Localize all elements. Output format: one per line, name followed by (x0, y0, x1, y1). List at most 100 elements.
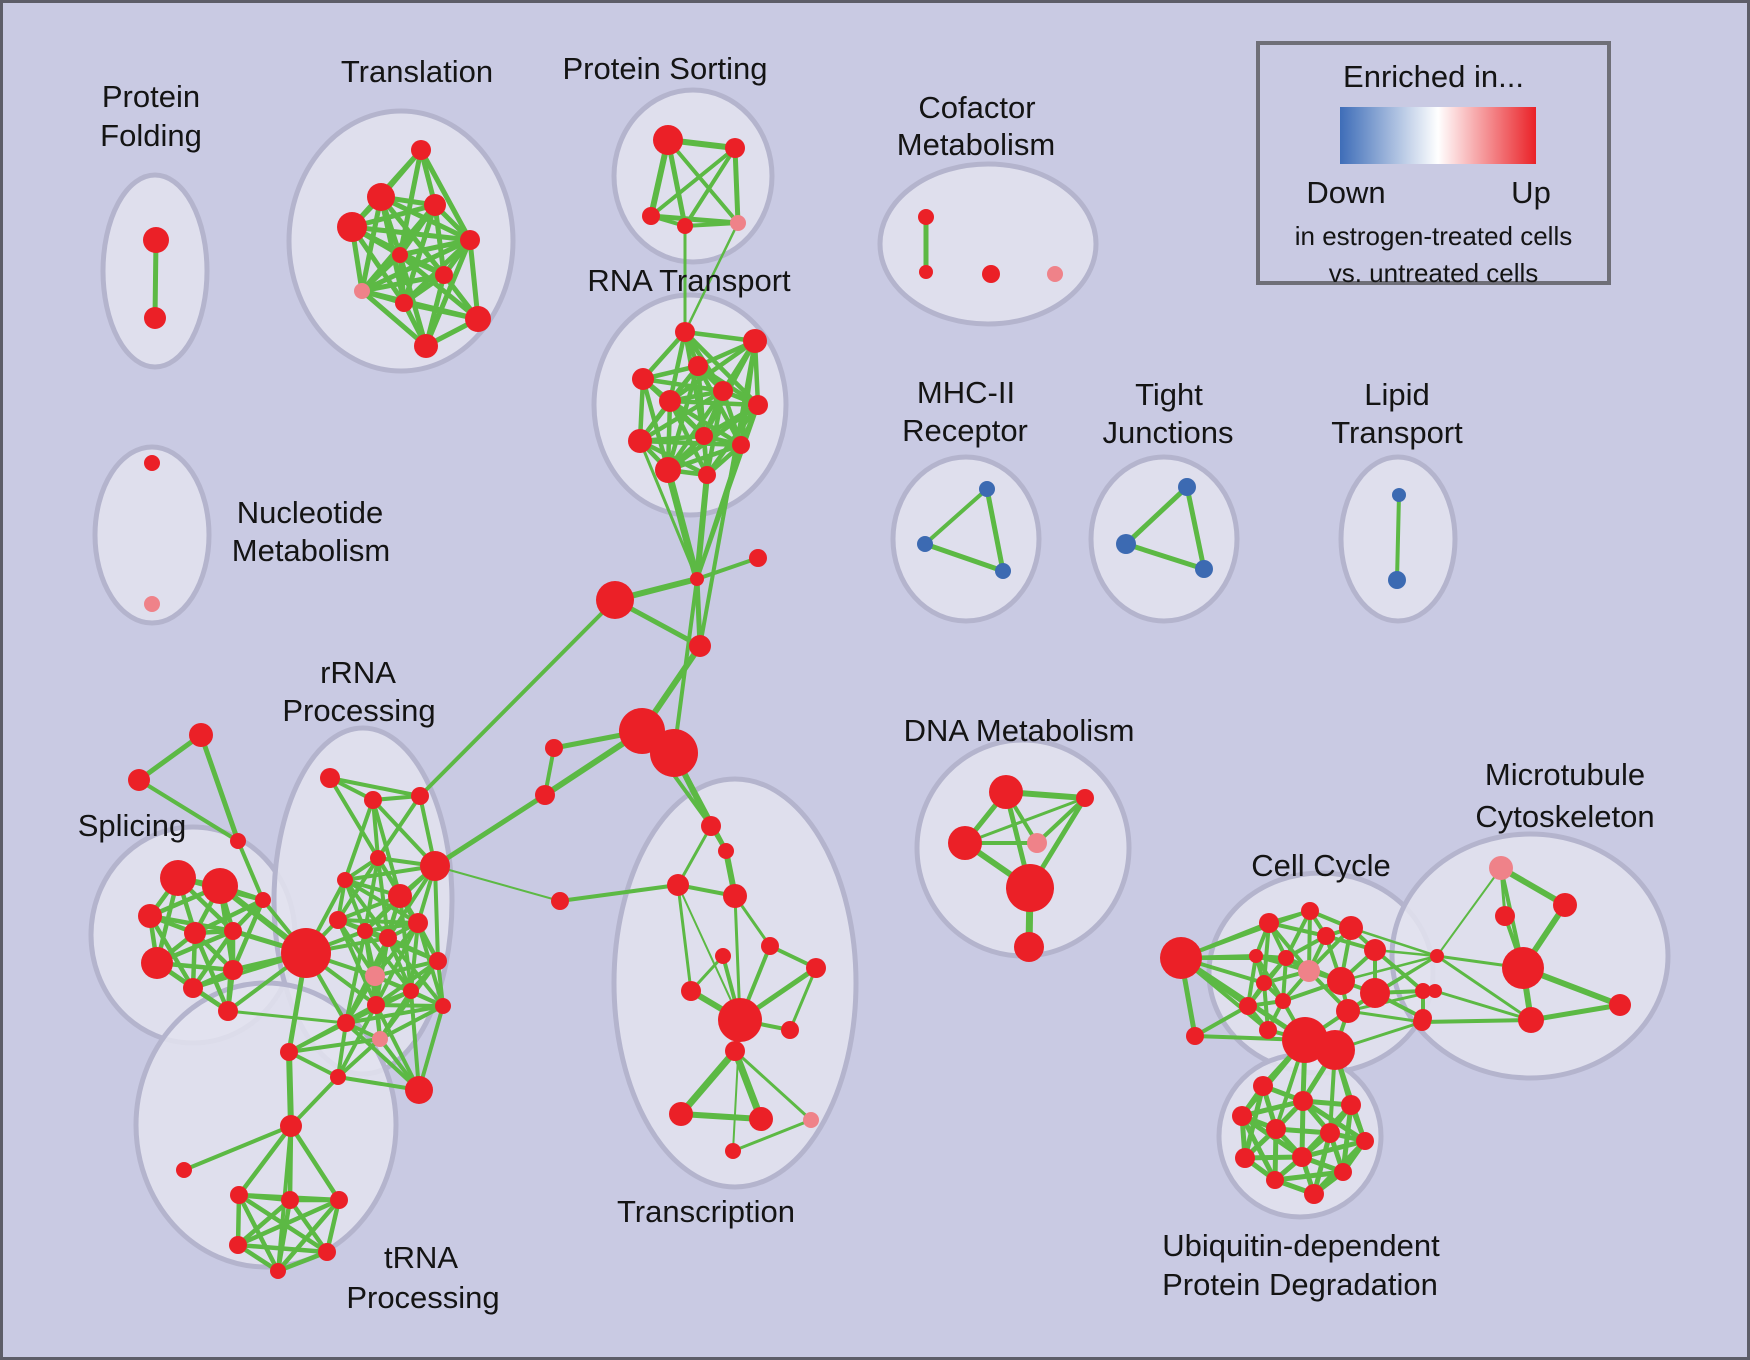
rr-node-15[interactable] (429, 952, 447, 970)
nm-node-0[interactable] (144, 455, 160, 471)
mt-node-1[interactable] (1553, 893, 1577, 917)
rr-node-1[interactable] (320, 768, 340, 788)
tr-node-10[interactable] (414, 334, 438, 358)
tr-node-3[interactable] (337, 212, 367, 242)
ub-node-6[interactable] (1356, 1132, 1374, 1150)
mt-node-2[interactable] (1495, 906, 1515, 926)
sp-node-9[interactable] (218, 1001, 238, 1021)
tx-node-4[interactable] (551, 892, 569, 910)
cc-node-16[interactable] (1259, 1021, 1277, 1039)
tx-node-10[interactable] (781, 1021, 799, 1039)
tx-node-11[interactable] (725, 1041, 745, 1061)
cf-node-3[interactable] (1047, 266, 1063, 282)
cn-node-8[interactable] (189, 723, 213, 747)
tn-node-6[interactable] (270, 1263, 286, 1279)
tx-node-1[interactable] (718, 843, 734, 859)
mhc-node-2[interactable] (995, 563, 1011, 579)
tr-node-9[interactable] (465, 306, 491, 332)
rr-node-0[interactable] (281, 928, 331, 978)
cf-node-0[interactable] (918, 209, 934, 225)
lt-node-0[interactable] (1392, 488, 1406, 502)
rr-node-12[interactable] (365, 966, 385, 986)
cc-node-1[interactable] (1186, 1027, 1204, 1045)
tn-node-1[interactable] (230, 1186, 248, 1204)
cn-node-7[interactable] (535, 785, 555, 805)
ps-node-1[interactable] (725, 138, 745, 158)
tr-node-8[interactable] (395, 294, 413, 312)
tr-node-0[interactable] (411, 140, 431, 160)
mt-node-6[interactable] (1413, 1013, 1431, 1031)
tn-node-2[interactable] (281, 1191, 299, 1209)
tr-node-2[interactable] (424, 194, 446, 216)
mt-node-7[interactable] (1518, 1007, 1544, 1033)
mt-node-0[interactable] (1489, 856, 1513, 880)
pf-node-0[interactable] (143, 227, 169, 253)
rt-node-10[interactable] (655, 457, 681, 483)
rr-node-11[interactable] (379, 929, 397, 947)
cc-node-11[interactable] (1327, 967, 1355, 995)
tx-node-13[interactable] (749, 1107, 773, 1131)
tn-node-4[interactable] (229, 1236, 247, 1254)
tx-node-3[interactable] (723, 884, 747, 908)
cn-node-3[interactable] (689, 635, 711, 657)
cc-node-5[interactable] (1317, 927, 1335, 945)
rt-node-11[interactable] (698, 466, 716, 484)
tj-node-2[interactable] (1195, 560, 1213, 578)
rt-node-2[interactable] (688, 356, 708, 376)
rr-node-17[interactable] (337, 1014, 355, 1032)
ub-node-3[interactable] (1232, 1106, 1252, 1126)
rt-node-4[interactable] (713, 381, 733, 401)
tr-node-4[interactable] (460, 230, 480, 250)
cc-node-14[interactable] (1239, 997, 1257, 1015)
cn-node-9[interactable] (128, 769, 150, 791)
sp-node-4[interactable] (224, 922, 242, 940)
ub-node-7[interactable] (1235, 1148, 1255, 1168)
nm-node-1[interactable] (144, 596, 160, 612)
sp-node-2[interactable] (138, 904, 162, 928)
cn-node-2[interactable] (596, 581, 634, 619)
cc-node-4[interactable] (1339, 916, 1363, 940)
rr-node-18[interactable] (280, 1043, 298, 1061)
rr-node-3[interactable] (411, 787, 429, 805)
dna-node-1[interactable] (1076, 789, 1094, 807)
dna-node-3[interactable] (1027, 833, 1047, 853)
tx-node-8[interactable] (681, 981, 701, 1001)
rt-node-3[interactable] (632, 368, 654, 390)
tn-node-3[interactable] (330, 1191, 348, 1209)
sp-node-8[interactable] (255, 892, 271, 908)
rt-node-6[interactable] (748, 395, 768, 415)
cc-node-3[interactable] (1301, 902, 1319, 920)
ub-node-8[interactable] (1292, 1147, 1312, 1167)
tx-node-15[interactable] (725, 1143, 741, 1159)
tr-node-7[interactable] (354, 283, 370, 299)
ps-node-0[interactable] (653, 125, 683, 155)
rr-node-5[interactable] (337, 872, 353, 888)
rr-node-21[interactable] (372, 1031, 388, 1047)
cn-node-11[interactable] (176, 1162, 192, 1178)
rr-node-6[interactable] (420, 851, 450, 881)
tx-node-2[interactable] (667, 874, 689, 896)
cn-node-5[interactable] (650, 729, 698, 777)
lt-node-1[interactable] (1388, 571, 1406, 589)
mt-node-3[interactable] (1502, 947, 1544, 989)
dna-node-4[interactable] (1006, 864, 1054, 912)
mt-node-4[interactable] (1430, 949, 1444, 963)
pf-node-1[interactable] (144, 307, 166, 329)
cc-node-10[interactable] (1256, 975, 1272, 991)
cc-node-12[interactable] (1360, 978, 1390, 1008)
tr-node-6[interactable] (435, 266, 453, 284)
tj-node-1[interactable] (1116, 534, 1136, 554)
rr-node-8[interactable] (408, 913, 428, 933)
rt-node-7[interactable] (695, 427, 713, 445)
tx-node-0[interactable] (701, 816, 721, 836)
rr-node-4[interactable] (370, 850, 386, 866)
sp-node-6[interactable] (183, 978, 203, 998)
tn-node-5[interactable] (318, 1243, 336, 1261)
rr-node-10[interactable] (357, 923, 373, 939)
rt-node-5[interactable] (659, 390, 681, 412)
network-canvas[interactable]: Protein Folding Translation Protein Sorting… (3, 3, 1750, 1360)
tx-node-12[interactable] (669, 1102, 693, 1126)
ub-node-0[interactable] (1253, 1076, 1273, 1096)
mhc-node-1[interactable] (917, 536, 933, 552)
rt-node-0[interactable] (675, 322, 695, 342)
